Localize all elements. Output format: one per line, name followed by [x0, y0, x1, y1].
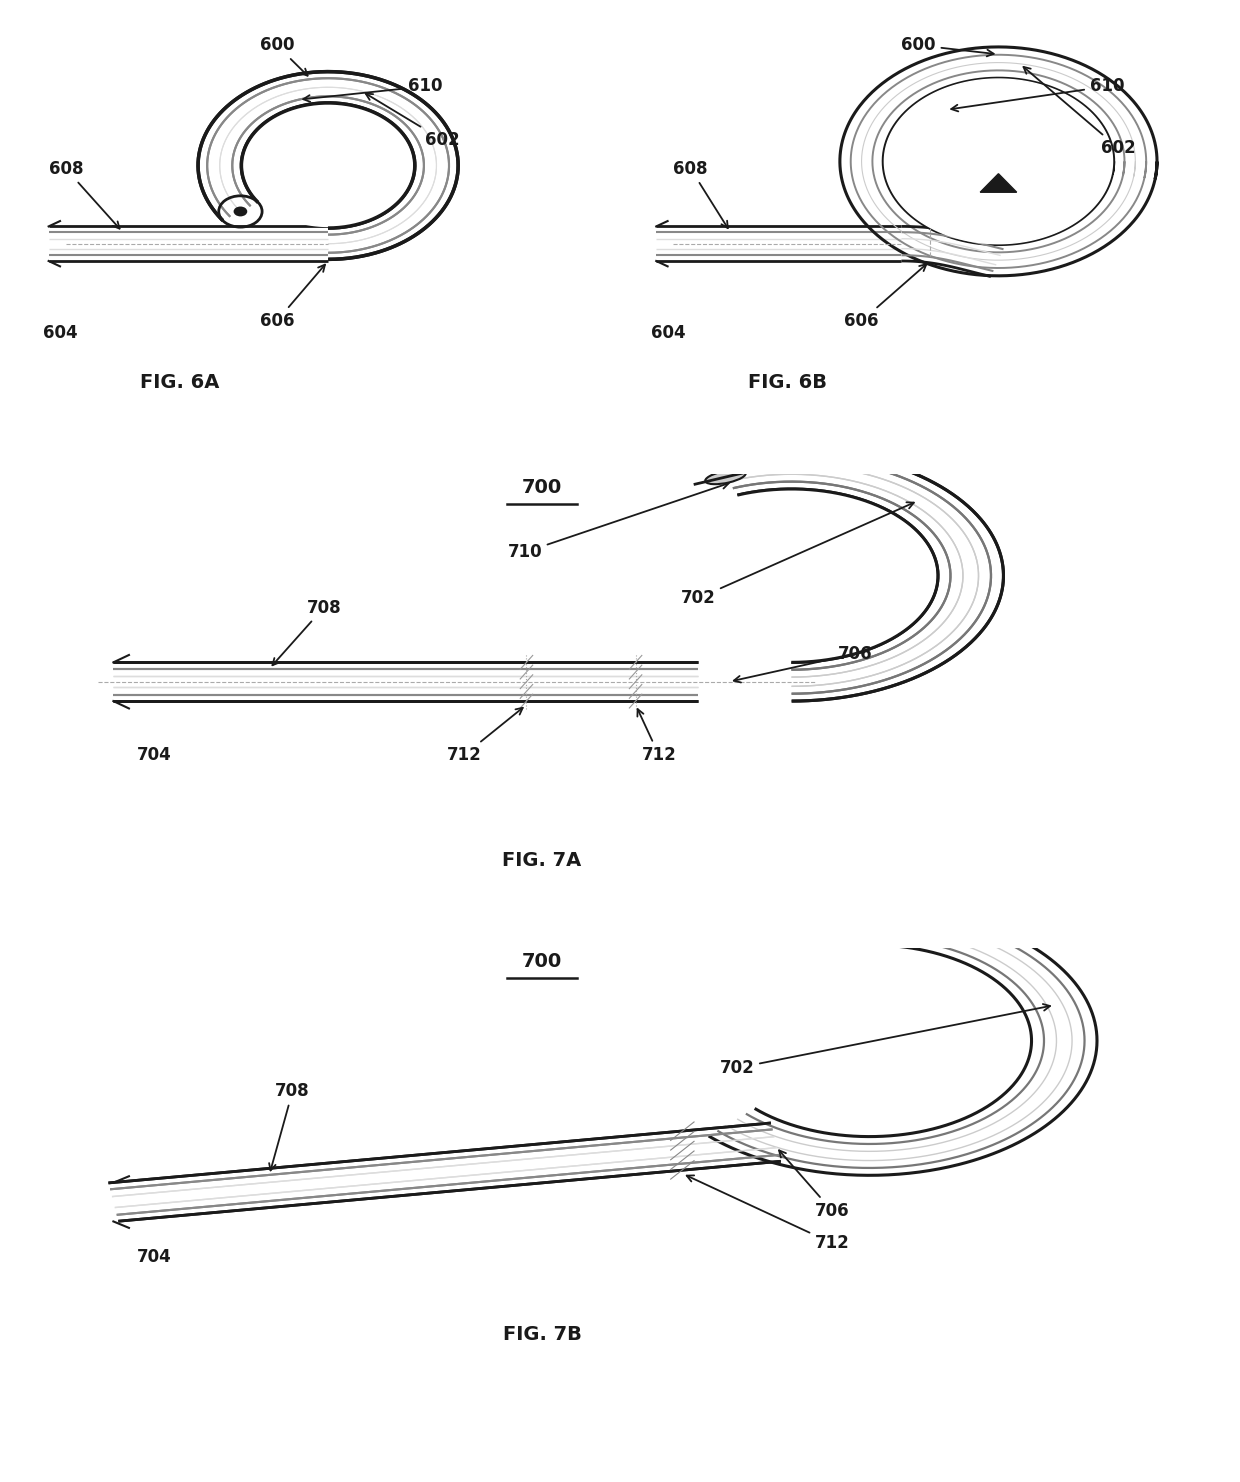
Text: FIG. 7B: FIG. 7B [502, 1325, 582, 1344]
Text: 606: 606 [844, 264, 926, 330]
Text: 706: 706 [779, 1150, 849, 1220]
Text: 700: 700 [522, 477, 562, 496]
Text: 700: 700 [522, 951, 562, 971]
Text: FIG. 6B: FIG. 6B [748, 373, 827, 391]
Text: 710: 710 [507, 482, 729, 562]
Text: 712: 712 [446, 708, 523, 765]
Text: 704: 704 [136, 1248, 171, 1266]
Text: 708: 708 [269, 1082, 310, 1171]
Text: 706: 706 [734, 645, 873, 683]
Text: 708: 708 [273, 599, 341, 665]
Polygon shape [932, 114, 1064, 209]
Text: 704: 704 [136, 745, 171, 765]
Polygon shape [884, 79, 1112, 243]
Text: FIG. 6A: FIG. 6A [140, 373, 219, 391]
Text: 602: 602 [366, 93, 460, 148]
Text: FIG. 7A: FIG. 7A [502, 851, 582, 870]
Polygon shape [980, 173, 1017, 193]
Text: 606: 606 [259, 265, 325, 330]
Polygon shape [647, 491, 936, 661]
Text: 600: 600 [901, 36, 993, 56]
Text: 610: 610 [951, 77, 1125, 111]
Text: 608: 608 [48, 160, 119, 228]
Text: 608: 608 [673, 160, 728, 228]
Ellipse shape [706, 470, 745, 485]
Text: 610: 610 [304, 77, 443, 102]
Circle shape [977, 145, 1021, 176]
Text: 600: 600 [259, 36, 308, 76]
Text: 604: 604 [43, 325, 78, 342]
Text: 702: 702 [681, 502, 914, 608]
Circle shape [233, 206, 247, 216]
Polygon shape [244, 105, 413, 227]
Text: 702: 702 [719, 1003, 1050, 1077]
Text: 712: 712 [687, 1175, 849, 1252]
Text: 604: 604 [651, 325, 686, 342]
Text: 602: 602 [1023, 67, 1136, 157]
Text: 712: 712 [637, 708, 676, 765]
Ellipse shape [836, 920, 879, 932]
